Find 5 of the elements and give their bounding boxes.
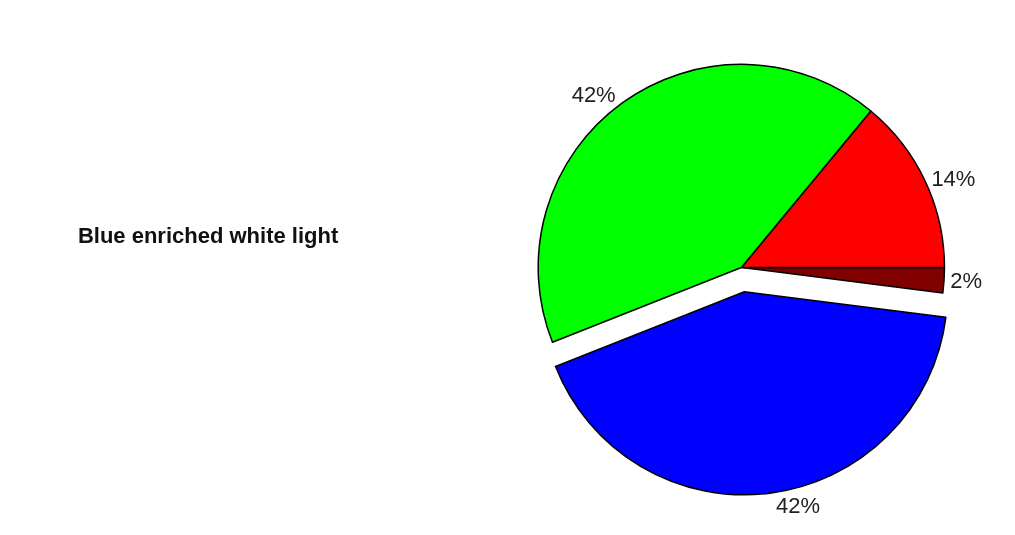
data-label: 42% <box>571 82 616 108</box>
data-label: 14% <box>931 166 976 192</box>
data-label: 42% <box>776 493 821 519</box>
text: Blue enriched white light <box>77 223 339 249</box>
data-label: 2% <box>950 267 983 293</box>
